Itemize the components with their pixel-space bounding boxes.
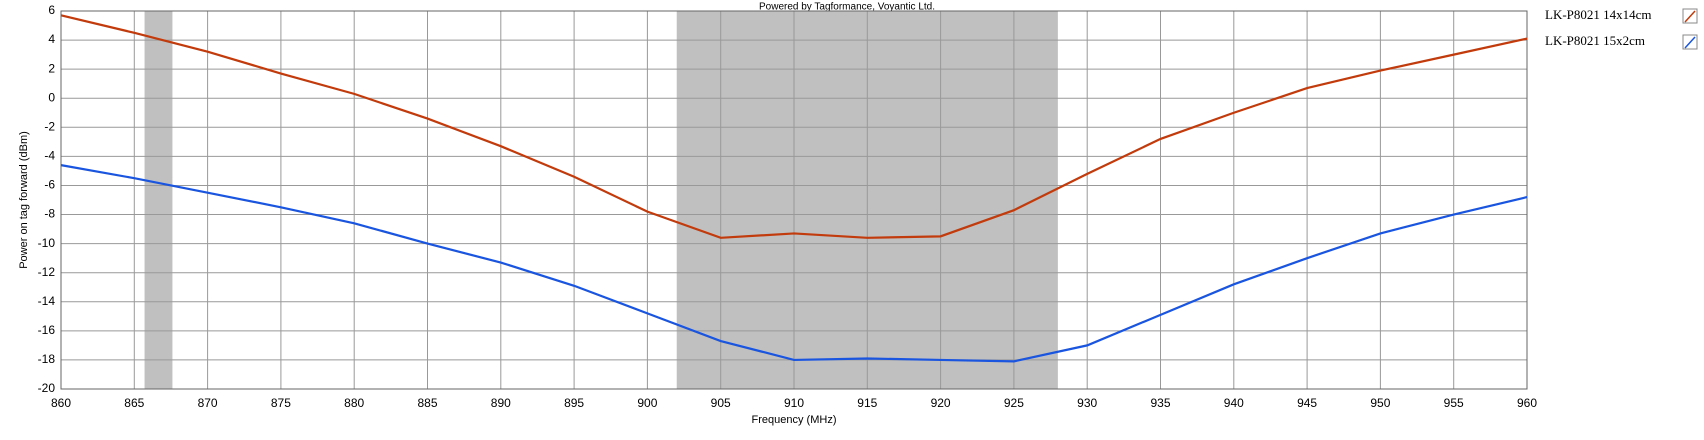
y-tick-label: -12 bbox=[38, 265, 56, 279]
x-tick-label: 930 bbox=[1077, 396, 1097, 410]
y-tick-label: -2 bbox=[44, 119, 55, 133]
x-tick-label: 920 bbox=[931, 396, 951, 410]
x-tick-label: 945 bbox=[1297, 396, 1317, 410]
x-tick-label: 870 bbox=[198, 396, 218, 410]
data-line bbox=[60, 164, 1528, 363]
x-tick-label: 925 bbox=[1004, 396, 1024, 410]
x-tick-label: 935 bbox=[1150, 396, 1170, 410]
chart-title: Powered by Tagformance, Voyantic Ltd. bbox=[759, 2, 935, 13]
y-tick-label: -18 bbox=[38, 352, 56, 366]
y-tick-label: 2 bbox=[48, 61, 55, 75]
data-line bbox=[60, 14, 1528, 239]
y-tick-label: -16 bbox=[38, 323, 56, 337]
x-tick-label: 955 bbox=[1444, 396, 1464, 410]
x-tick-label: 865 bbox=[124, 396, 144, 410]
x-tick-label: 960 bbox=[1517, 396, 1537, 410]
x-tick-label: 905 bbox=[711, 396, 731, 410]
y-tick-label: -10 bbox=[38, 236, 56, 250]
x-tick-label: 880 bbox=[344, 396, 364, 410]
x-tick-label: 885 bbox=[417, 396, 437, 410]
shaded-region bbox=[144, 11, 173, 389]
y-axis-label: Power on tag forward (dBm) bbox=[18, 131, 30, 269]
x-tick-label: 915 bbox=[857, 396, 877, 410]
x-tick-label: 940 bbox=[1224, 396, 1244, 410]
x-tick-label: 895 bbox=[564, 396, 584, 410]
x-tick-label: 890 bbox=[491, 396, 511, 410]
y-tick-label: -8 bbox=[44, 207, 55, 221]
legend-swatch-line bbox=[1684, 36, 1696, 49]
y-tick-label: 0 bbox=[48, 90, 55, 104]
x-tick-label: 875 bbox=[271, 396, 291, 410]
y-tick-label: 6 bbox=[48, 3, 55, 17]
x-tick-label: 950 bbox=[1370, 396, 1390, 410]
x-tick-label: 900 bbox=[637, 396, 657, 410]
legend-label: LK-P8021 15x2cm bbox=[1545, 33, 1645, 48]
legend-swatch-line bbox=[1684, 10, 1696, 23]
y-tick-label: -20 bbox=[38, 381, 56, 395]
y-tick-label: -6 bbox=[44, 178, 55, 192]
y-tick-label: -4 bbox=[44, 149, 55, 163]
y-tick-label: -14 bbox=[38, 294, 56, 308]
x-axis-label: Frequency (MHz) bbox=[752, 414, 837, 426]
x-tick-label: 910 bbox=[784, 396, 804, 410]
x-tick-label: 860 bbox=[51, 396, 71, 410]
plot-border bbox=[60, 10, 1528, 390]
y-tick-label: 4 bbox=[48, 32, 55, 46]
legend-label: LK-P8021 14x14cm bbox=[1545, 7, 1652, 22]
